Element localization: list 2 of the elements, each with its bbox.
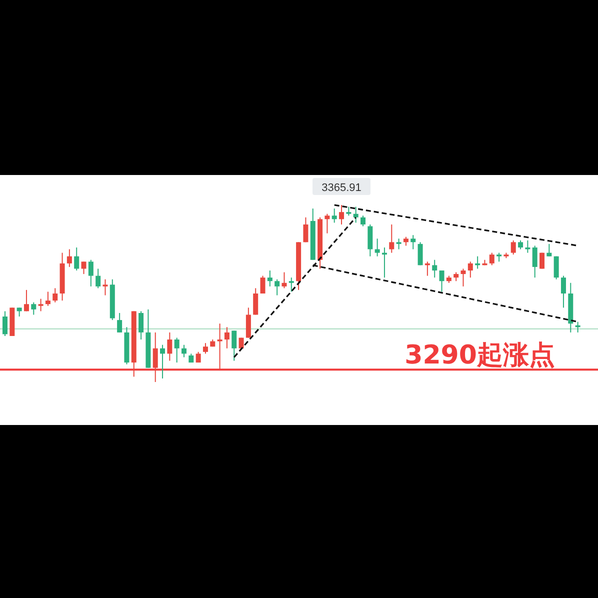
text: 3365.91 xyxy=(322,182,362,194)
ref-line-label: 3290起涨点 xyxy=(404,340,555,371)
